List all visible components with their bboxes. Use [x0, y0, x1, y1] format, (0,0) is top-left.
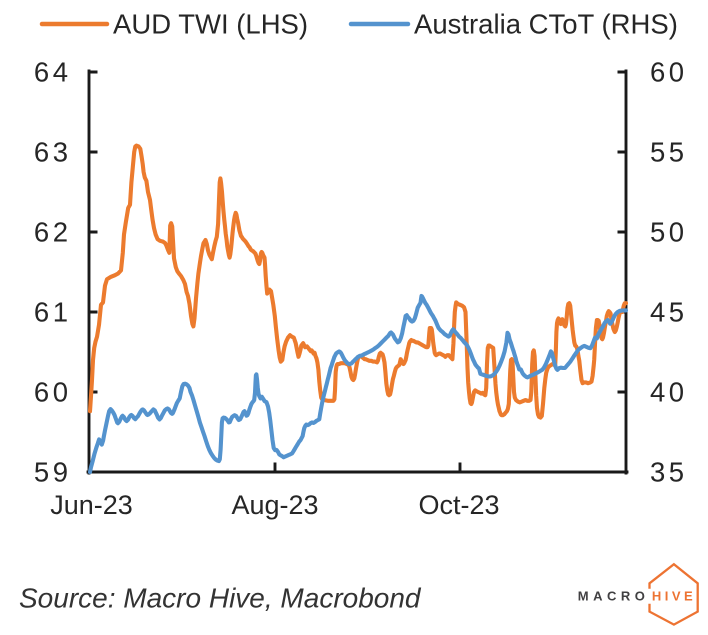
svg-text:HIVE: HIVE: [652, 588, 696, 603]
svg-text:60: 60: [650, 57, 688, 88]
svg-text:Oct-23: Oct-23: [418, 490, 499, 520]
svg-text:59: 59: [34, 457, 72, 488]
svg-text:63: 63: [34, 137, 72, 168]
svg-text:45: 45: [650, 297, 688, 328]
svg-text:Jun-23: Jun-23: [50, 490, 133, 520]
svg-text:Aug-23: Aug-23: [231, 490, 318, 520]
svg-text:40: 40: [650, 377, 688, 408]
svg-text:62: 62: [34, 217, 72, 248]
svg-text:MACRO: MACRO: [578, 588, 650, 603]
svg-text:55: 55: [650, 137, 688, 168]
svg-text:Australia CToT (RHS): Australia CToT (RHS): [414, 9, 678, 40]
svg-text:50: 50: [650, 217, 688, 248]
svg-text:AUD TWI (LHS): AUD TWI (LHS): [113, 9, 308, 40]
svg-text:Source: Macro Hive, Macrobond: Source: Macro Hive, Macrobond: [19, 583, 422, 614]
svg-text:60: 60: [34, 377, 72, 408]
svg-text:35: 35: [650, 457, 688, 488]
svg-text:64: 64: [34, 57, 72, 88]
svg-text:61: 61: [34, 297, 72, 328]
